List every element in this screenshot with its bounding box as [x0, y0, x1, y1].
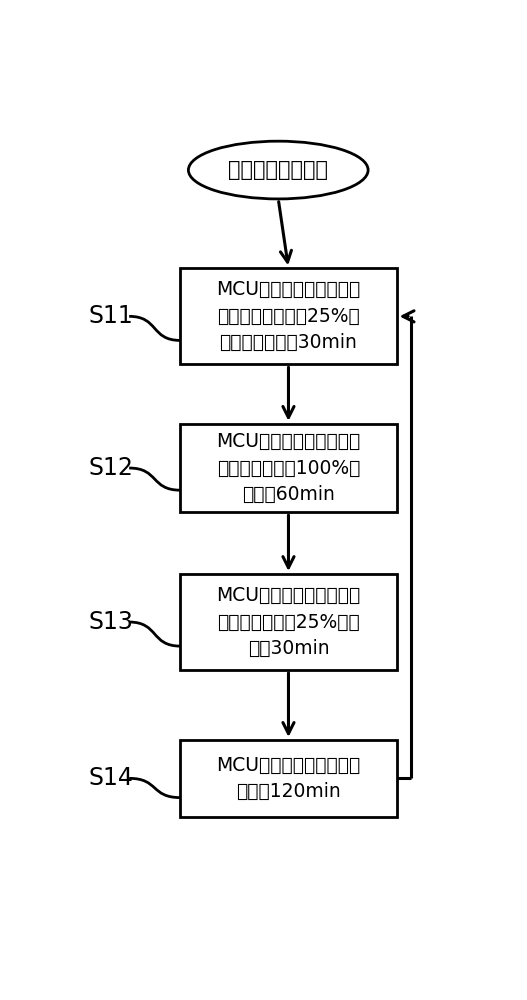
Text: MCU控制杀菌设备启动，
并控制杀菌设备以25%杀
菌辐射功率工作30min: MCU控制杀菌设备启动， 并控制杀菌设备以25%杀 菌辐射功率工作30min: [217, 280, 360, 352]
Text: S14: S14: [89, 766, 133, 790]
Bar: [180, 268, 397, 364]
Text: MCU控制杀菌设备的杀菌
辐射功率提升至100%，
并工作60min: MCU控制杀菌设备的杀菌 辐射功率提升至100%， 并工作60min: [217, 432, 360, 504]
Text: S11: S11: [89, 304, 133, 328]
Bar: [180, 574, 397, 670]
Text: 进入第一杀菌方式: 进入第一杀菌方式: [228, 160, 328, 180]
Bar: [180, 740, 397, 817]
Bar: [180, 424, 397, 512]
Text: MCU控制杀菌设备关闭，
并持续120min: MCU控制杀菌设备关闭， 并持续120min: [217, 756, 360, 801]
Text: S13: S13: [89, 610, 133, 634]
Text: S12: S12: [89, 456, 133, 480]
Text: MCU控制杀菌设备的杀菌
辐射功率下降至25%，并
工作30min: MCU控制杀菌设备的杀菌 辐射功率下降至25%，并 工作30min: [217, 586, 360, 658]
